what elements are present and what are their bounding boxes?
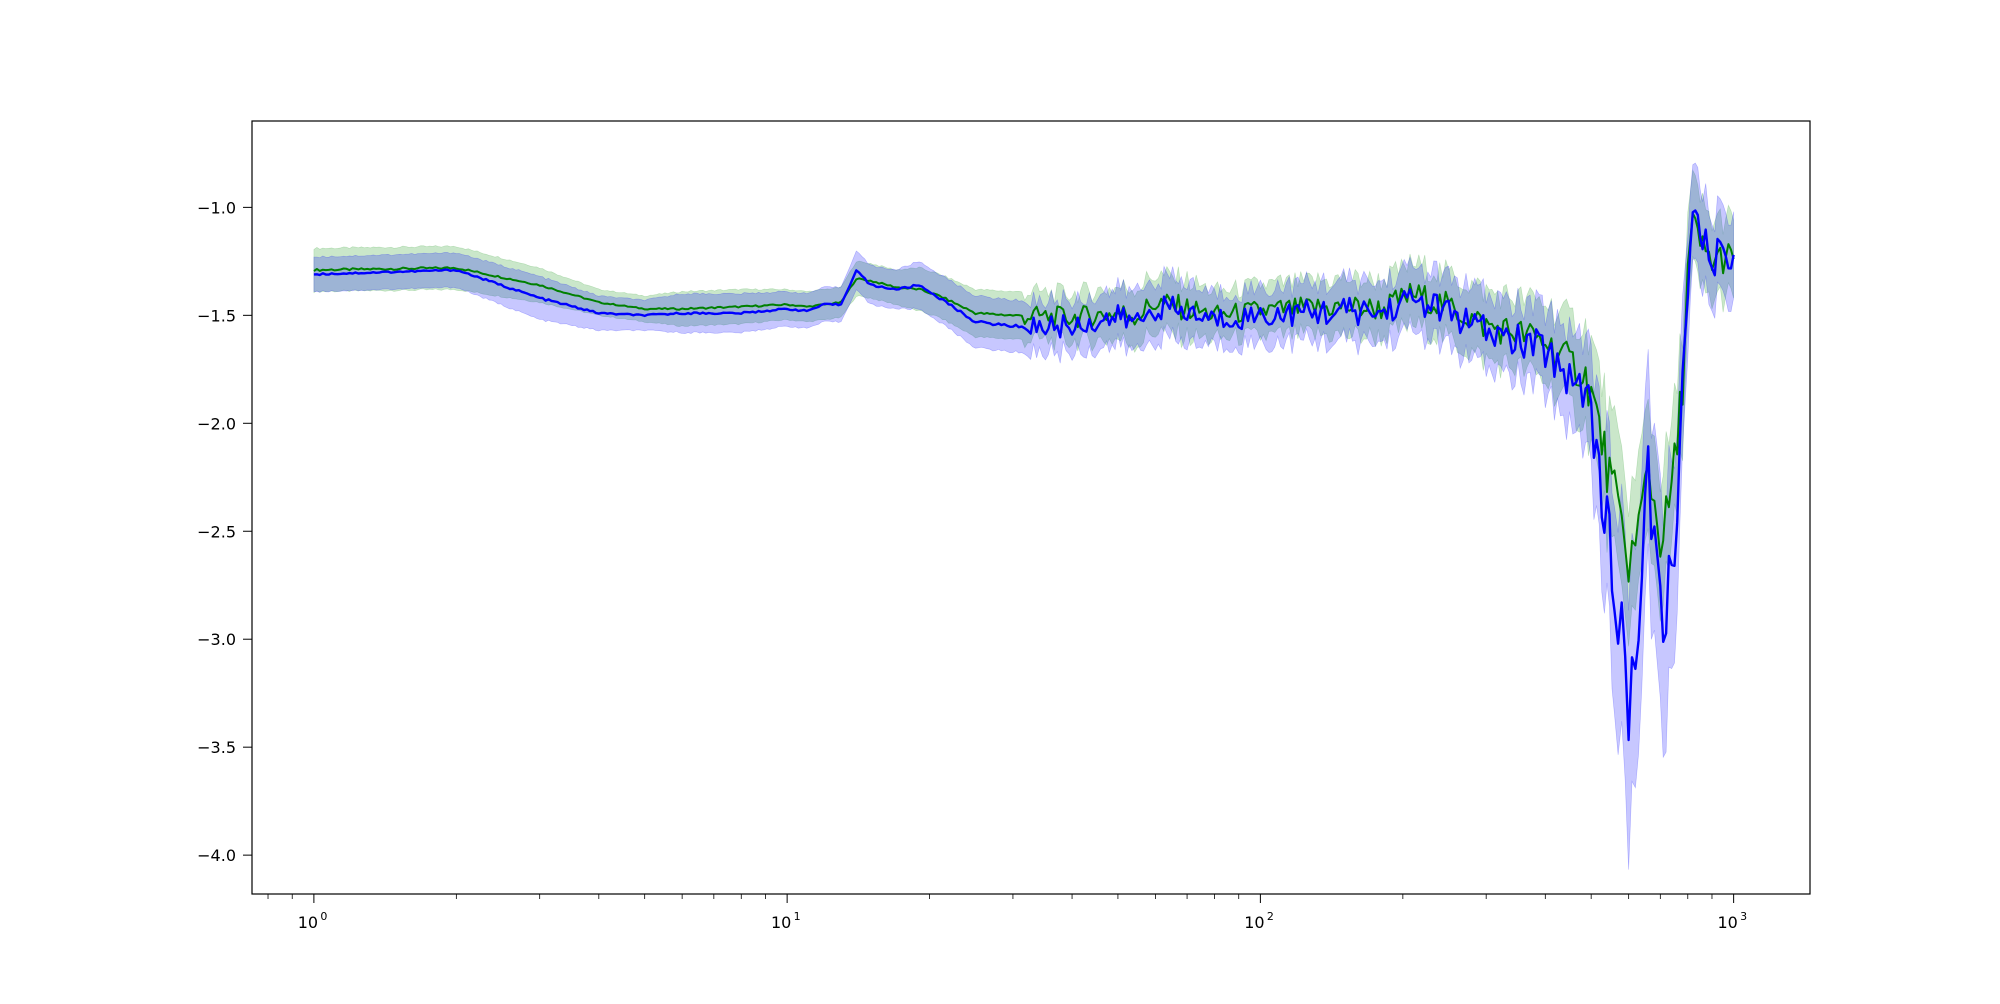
y-tick-label: −2.0 xyxy=(197,414,236,433)
x-tick-label-exponent: 0 xyxy=(320,910,327,923)
y-tick-label: −4.0 xyxy=(197,846,236,865)
x-tick-label: 10 xyxy=(1717,913,1737,932)
y-axis: −1.0 −1.5 −2.0 −2.5 −3.0 −3.5 −4.0 xyxy=(197,198,252,865)
series-1-band xyxy=(313,162,1734,870)
x-tick-label-exponent: 2 xyxy=(1267,910,1274,923)
y-tick-label: −3.0 xyxy=(197,630,236,649)
series-lines xyxy=(313,209,1735,742)
y-tick-label: −2.5 xyxy=(197,522,236,541)
series-1-line xyxy=(313,209,1735,742)
series-0-line xyxy=(313,212,1735,583)
x-tick-label: 10 xyxy=(298,913,318,932)
x-tick-label: 10 xyxy=(771,913,791,932)
y-tick-label: −3.5 xyxy=(197,738,236,757)
x-tick-label-exponent: 3 xyxy=(1740,910,1747,923)
plot-frame xyxy=(251,120,1811,895)
x-tick-label-exponent: 1 xyxy=(794,910,801,923)
series-0-band xyxy=(313,169,1734,647)
x-tick-label: 10 xyxy=(1244,913,1264,932)
y-tick-label: −1.0 xyxy=(197,198,236,217)
error-bands xyxy=(313,162,1734,870)
y-tick-label: −1.5 xyxy=(197,306,236,325)
x-axis: 10 0 10 1 10 2 10 3 xyxy=(267,894,1747,932)
